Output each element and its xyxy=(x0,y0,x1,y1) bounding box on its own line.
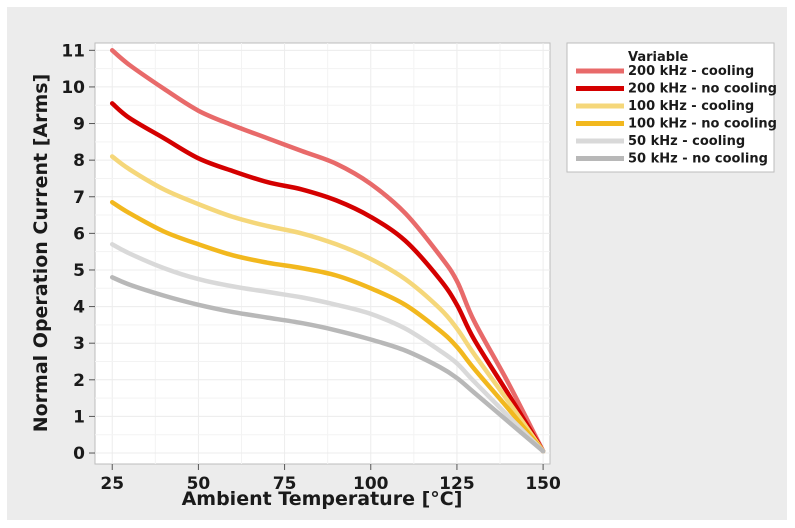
y-tick-label: 3 xyxy=(73,334,85,354)
y-tick-label: 0 xyxy=(73,444,85,464)
series-line-50-khz-cooling xyxy=(109,242,546,454)
series-line-200-khz-cooling xyxy=(109,48,546,454)
grid-lines xyxy=(95,43,550,464)
series-line-50-khz-no-cooling xyxy=(109,275,546,454)
series-line-200-khz-no-cooling xyxy=(109,101,546,454)
x-tick-label: 150 xyxy=(525,474,561,494)
y-tick-label: 2 xyxy=(73,371,85,391)
x-tick-label: 50 xyxy=(187,474,211,494)
series-lines xyxy=(109,48,546,454)
y-tick-label: 4 xyxy=(73,298,85,318)
x-tick-label: 25 xyxy=(100,474,124,494)
legend: Variable 200 kHz - cooling 200 kHz - no c… xyxy=(566,42,777,173)
x-axis-title: Ambient Temperature [°C] xyxy=(182,488,463,510)
y-tick-label: 7 xyxy=(73,188,85,208)
y-tick-label: 11 xyxy=(61,41,85,61)
legend-label-200-khz-cooling: 200 kHz - cooling xyxy=(628,64,754,79)
x-tick-label: 75 xyxy=(273,474,297,494)
x-tick-label: 125 xyxy=(439,474,475,494)
y-tick-label: 10 xyxy=(61,78,85,98)
series-line-100-khz-cooling xyxy=(109,154,546,454)
y-tick-label: 1 xyxy=(73,407,85,427)
y-tick-label: 6 xyxy=(73,224,85,244)
legend-label-100-khz-cooling: 100 kHz - cooling xyxy=(628,99,754,114)
axis-ticks: 25 50 75 100 125 150 0 1 2 3 4 5 6 7 8 9 10 11 xyxy=(61,41,561,494)
legend-label-100-khz-no-cooling: 100 kHz - no cooling xyxy=(628,117,777,132)
y-tick-label: 5 xyxy=(73,261,85,281)
y-tick-label: 9 xyxy=(73,115,85,135)
y-tick-label: 8 xyxy=(73,151,85,171)
legend-label-200-khz-no-cooling: 200 kHz - no cooling xyxy=(628,82,777,97)
x-tick-label: 100 xyxy=(353,474,389,494)
y-axis-title: Normal Operation Current [Arms] xyxy=(30,74,52,433)
legend-label-50-khz-cooling: 50 kHz - cooling xyxy=(628,134,745,149)
legend-entries: 200 kHz - cooling 200 kHz - no cooling 100… xyxy=(576,64,777,167)
legend-label-50-khz-no-cooling: 50 kHz - no cooling xyxy=(628,152,768,167)
legend-title: Variable xyxy=(628,50,689,65)
series-line-100-khz-no-cooling xyxy=(109,199,546,454)
